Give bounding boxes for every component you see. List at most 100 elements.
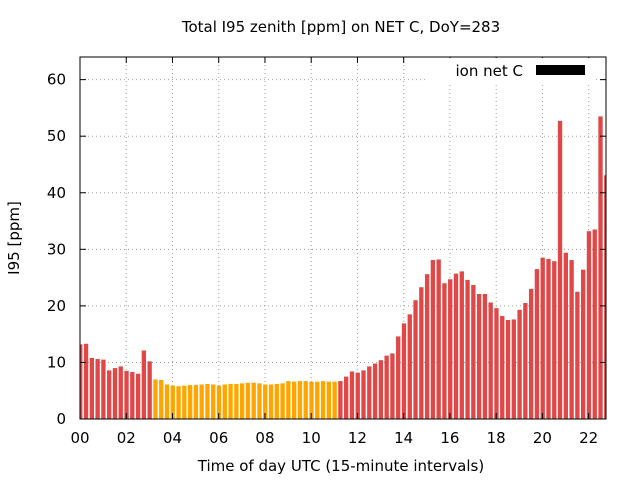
- bar: [500, 316, 505, 419]
- x-tick-label: 10: [302, 429, 321, 447]
- bar: [286, 381, 291, 419]
- bar: [344, 376, 349, 419]
- bar: [211, 384, 216, 419]
- bar: [164, 384, 170, 419]
- y-tick-label: 60: [47, 71, 66, 89]
- bar: [552, 261, 557, 419]
- bar: [528, 288, 534, 419]
- bar: [482, 293, 488, 419]
- bar: [89, 357, 95, 419]
- bar: [557, 120, 563, 420]
- bar: [488, 302, 493, 419]
- x-tick-label: 14: [394, 429, 413, 447]
- bar: [598, 116, 603, 419]
- bar: [320, 381, 326, 419]
- bar: [124, 370, 129, 419]
- bar: [511, 319, 516, 419]
- bar: [274, 383, 279, 419]
- y-tick-label: 0: [56, 410, 66, 428]
- chart-title: Total I95 zenith [ppm] on NET C, DoY=283: [181, 18, 500, 36]
- x-tick-label: 16: [440, 429, 459, 447]
- bar: [465, 279, 470, 419]
- bar: [453, 273, 459, 419]
- bar: [326, 381, 332, 419]
- x-tick-label: 22: [579, 429, 598, 447]
- bar: [534, 269, 540, 419]
- bar: [193, 385, 199, 419]
- bar: [569, 260, 574, 419]
- bar: [413, 300, 418, 419]
- bar: [257, 383, 262, 419]
- bar: [176, 386, 181, 419]
- x-tick-label: 12: [348, 429, 367, 447]
- bar: [291, 381, 297, 419]
- bar: [315, 381, 320, 419]
- bar: [245, 382, 251, 419]
- bar: [563, 252, 568, 419]
- bar: [586, 231, 592, 419]
- bar: [355, 372, 360, 419]
- x-tick-label: 00: [70, 429, 89, 447]
- bar: [430, 260, 436, 419]
- bar: [216, 385, 222, 419]
- bar: [239, 383, 245, 419]
- bar: [436, 259, 441, 419]
- plot-frame: [79, 56, 607, 420]
- bar: [159, 379, 164, 419]
- bar: [378, 360, 384, 419]
- bar: [187, 385, 193, 419]
- bar: [592, 229, 597, 419]
- bar: [95, 359, 100, 419]
- bar: [332, 381, 337, 419]
- legend-swatch: [536, 65, 585, 75]
- x-tick-label: 08: [255, 429, 274, 447]
- bar: [222, 384, 227, 419]
- bar: [424, 274, 430, 419]
- bar: [338, 381, 343, 419]
- bar: [118, 366, 123, 419]
- bar: [147, 361, 152, 419]
- x-axis-label: Time of day UTC (15-minute intervals): [197, 457, 484, 475]
- bar: [141, 350, 147, 419]
- bar: [130, 372, 135, 419]
- x-tick-label: 04: [163, 429, 182, 447]
- bar: [442, 283, 447, 419]
- bar: [280, 383, 285, 419]
- y-axis-label: I95 [ppm]: [5, 201, 23, 275]
- bar: [101, 359, 106, 419]
- bars: [80, 116, 606, 420]
- y-tick-label: 10: [47, 353, 66, 371]
- grid: [80, 57, 606, 419]
- bar: [199, 384, 204, 419]
- bar: [407, 314, 412, 419]
- bar: [459, 271, 464, 419]
- bar: [523, 303, 528, 419]
- bar: [372, 363, 378, 419]
- bar: [575, 291, 580, 419]
- bar: [268, 384, 274, 419]
- bar: [83, 343, 89, 419]
- bar: [517, 309, 522, 419]
- bar: [107, 370, 112, 419]
- bar: [251, 382, 256, 419]
- bar: [263, 384, 268, 419]
- bar: [540, 257, 545, 419]
- bar: [234, 383, 239, 419]
- x-tick-label: 20: [533, 429, 552, 447]
- bar: [505, 320, 511, 419]
- bar: [205, 383, 210, 419]
- bar: [297, 381, 303, 419]
- x-tick-label: 02: [117, 429, 136, 447]
- bar: [476, 293, 482, 419]
- y-tick-label: 50: [47, 127, 66, 145]
- bar: [135, 373, 141, 419]
- y-tick-label: 40: [47, 184, 66, 202]
- bar: [80, 344, 83, 419]
- bar: [604, 175, 606, 419]
- y-tick-label: 30: [47, 240, 66, 258]
- bar: [182, 385, 187, 419]
- bar: [367, 366, 372, 419]
- bar: [581, 269, 586, 419]
- bar: [471, 284, 476, 419]
